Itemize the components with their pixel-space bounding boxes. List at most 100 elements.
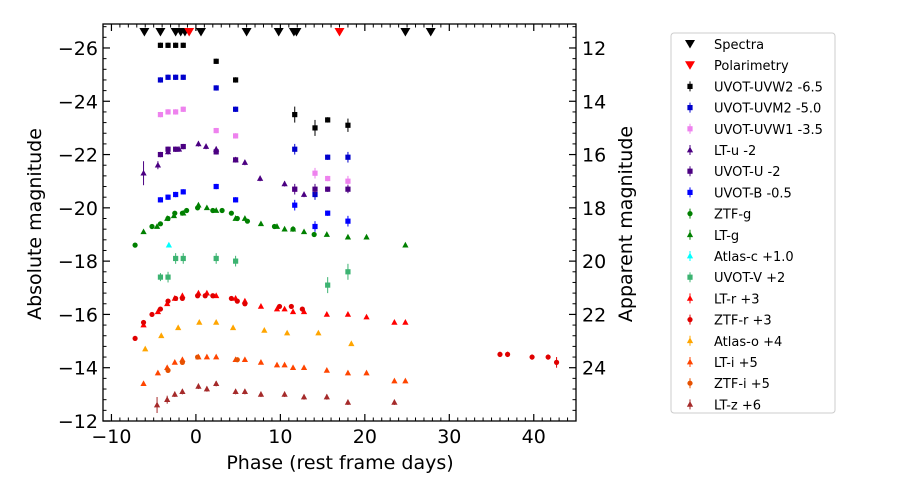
data-point	[276, 303, 283, 310]
data-point	[228, 210, 234, 216]
data-point	[232, 388, 239, 395]
data-point	[300, 364, 308, 371]
spectra-markers	[139, 27, 436, 37]
data-point	[173, 191, 179, 198]
data-point	[202, 143, 210, 149]
data-point	[153, 223, 161, 229]
data-point	[300, 308, 308, 315]
data-point	[210, 293, 216, 299]
data-point	[140, 319, 147, 326]
data-point	[402, 241, 409, 248]
data-point	[195, 354, 201, 360]
data-point	[234, 357, 240, 363]
data-point	[233, 77, 239, 83]
y2-tick-label: 12	[582, 38, 606, 60]
data-point	[545, 354, 551, 360]
legend-entry: UVOT-UVM2 -5.0	[687, 102, 821, 117]
data-point	[213, 255, 219, 262]
legend-marker	[686, 146, 694, 153]
y2-axis-label: Apparent magnitude	[615, 126, 637, 322]
legend-entry: Polarimetry	[685, 59, 789, 74]
data-point	[292, 186, 298, 192]
series	[157, 106, 351, 192]
data-point	[300, 228, 308, 235]
y-tick-label: −20	[58, 198, 98, 220]
spectra-marker	[155, 27, 166, 37]
data-point	[165, 298, 171, 304]
data-point	[345, 269, 351, 275]
spectra-marker	[195, 27, 206, 37]
legend-label: LT-z +6	[714, 398, 761, 413]
legend-label: LT-g	[714, 229, 739, 244]
data-point	[175, 324, 182, 331]
data-point	[345, 122, 351, 128]
data-point	[257, 390, 265, 397]
data-point	[323, 231, 330, 237]
y-tick-label: −24	[58, 91, 98, 113]
legend-marker	[687, 317, 693, 323]
legend-entry: UVOT-U -2	[687, 165, 780, 180]
series	[157, 42, 351, 136]
data-point	[345, 218, 351, 224]
y-tick-label: −18	[58, 251, 98, 273]
data-point	[140, 169, 147, 176]
legend-label: UVOT-V +2	[714, 271, 785, 286]
data-point	[164, 396, 171, 403]
data-point	[312, 186, 318, 192]
data-point	[173, 255, 179, 262]
data-point	[323, 366, 330, 373]
data-point	[179, 359, 185, 365]
data-point	[195, 293, 201, 299]
data-point	[157, 42, 164, 48]
series	[140, 140, 308, 198]
data-point	[165, 194, 171, 200]
series	[157, 143, 351, 195]
y2-axis: 12 14 16 18 20 22 24	[569, 26, 606, 411]
legend-entry: ZTF-g	[687, 208, 751, 223]
data-point	[202, 293, 208, 299]
polarimetry-marker	[334, 27, 345, 37]
data-point	[233, 258, 239, 264]
x-axis: −10 0 10 20 30 40	[91, 24, 577, 448]
data-point	[157, 151, 164, 158]
data-point	[391, 319, 398, 325]
legend-entry: ZTF-r +3	[687, 314, 772, 329]
data-point	[363, 369, 370, 376]
data-point	[165, 241, 173, 248]
legend-marker	[687, 274, 693, 280]
data-point	[140, 228, 147, 235]
y2-tick-label: 18	[582, 198, 606, 220]
legend-marker	[686, 358, 694, 365]
data-point	[180, 74, 186, 80]
data-point	[165, 109, 171, 115]
y-tick-label: −12	[58, 411, 98, 433]
data-point	[273, 223, 281, 229]
data-point	[203, 204, 211, 211]
data-point	[180, 189, 186, 195]
legend: Spectra Polarimetry UVOT-UVW2 -6.5 UVOT-UVM…	[670, 32, 836, 414]
data-point	[158, 332, 165, 339]
data-point	[233, 197, 239, 203]
data-point	[195, 201, 202, 208]
legend-label: ZTF-i +5	[714, 377, 770, 392]
data-point	[165, 42, 171, 48]
data-point	[184, 207, 190, 214]
y2-tick-label: 20	[582, 251, 606, 273]
data-point	[504, 351, 511, 357]
spectra-marker	[241, 27, 252, 37]
data-point	[179, 388, 186, 395]
data-point	[363, 233, 370, 240]
plot-area	[132, 27, 560, 414]
data-point	[149, 223, 155, 230]
x-tick-label: 10	[268, 426, 292, 448]
y-tick-label: −22	[58, 145, 98, 167]
data-point	[213, 127, 219, 134]
data-point	[157, 77, 164, 83]
legend-entry: LT-i +5	[686, 356, 758, 371]
data-point	[132, 242, 138, 248]
legend-entry: Atlas-c +1.0	[686, 250, 794, 265]
data-point	[165, 146, 171, 152]
legend-label: Atlas-c +1.0	[714, 250, 794, 265]
legend-marker	[687, 189, 693, 195]
spectra-marker	[291, 27, 302, 37]
